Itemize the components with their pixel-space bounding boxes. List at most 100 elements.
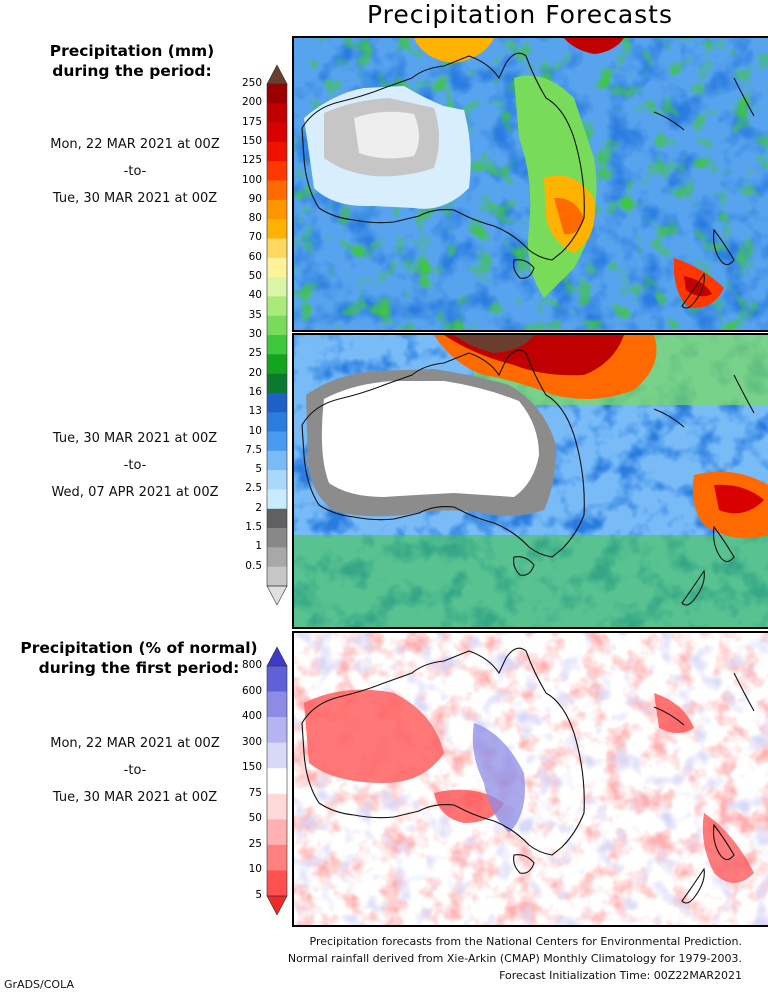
colorbar-block — [267, 489, 287, 510]
period3-sep: -to- — [123, 763, 147, 778]
colorbar-block — [267, 141, 287, 162]
colorbar-cap-top — [266, 646, 288, 667]
period1-label: Mon, 22 MAR 2021 at 00Z -to- Tue, 30 MAR… — [20, 131, 250, 212]
colorbar-tick-label: 1.5 — [245, 521, 262, 534]
colorbar-tick-label: 60 — [248, 250, 262, 263]
forecast-panel-period1 — [292, 36, 768, 332]
colorbar-tick-label: 800 — [241, 659, 262, 671]
footer-notes: Precipitation forecasts from the Nationa… — [288, 933, 742, 984]
colorbar-block — [267, 547, 287, 567]
colorbar-tick-label: 0.5 — [245, 559, 262, 572]
colorbar-tick-label: 20 — [248, 366, 262, 379]
colorbar-block — [267, 257, 287, 278]
period3-label: Mon, 22 MAR 2021 at 00Z -to- Tue, 30 MAR… — [20, 730, 250, 811]
period1-start: Mon, 22 MAR 2021 at 00Z — [50, 137, 220, 152]
period3-start: Mon, 22 MAR 2021 at 00Z — [50, 736, 220, 751]
colorbar-block — [267, 768, 287, 795]
percent-normal-map — [294, 633, 768, 925]
colorbar-tick-label: 90 — [248, 192, 262, 205]
colorbar-tick-label: 35 — [248, 308, 262, 321]
colorbar-block — [267, 819, 287, 846]
colorbar-tick-label: 16 — [248, 385, 262, 398]
colorbar-block — [267, 277, 287, 297]
colorbar-tick-label: 100 — [241, 173, 262, 186]
colorbar-tick-label: 10 — [248, 424, 262, 437]
colorbar-tick-label: 300 — [241, 735, 262, 748]
colorbar-block — [267, 219, 287, 239]
colorbar-tick-label: 25 — [248, 837, 262, 850]
colorbar-block — [267, 528, 287, 548]
colorbar-tick-label: 2 — [255, 501, 262, 514]
period1-end: Tue, 30 MAR 2021 at 00Z — [52, 191, 218, 206]
amount-legend-header: Precipitation (mm) during the period: — [49, 42, 215, 80]
colorbar-tick-label: 2.5 — [245, 482, 262, 495]
colorbar-tick-label: 5 — [255, 463, 262, 476]
period2-start: Tue, 30 MAR 2021 at 00Z — [52, 431, 218, 446]
colorbar-block — [267, 161, 287, 181]
colorbar-block — [267, 373, 287, 394]
colorbar-tick-label: 150 — [241, 134, 262, 147]
colorbar-tick-label: 5 — [255, 889, 262, 901]
colorbar-block — [267, 431, 287, 452]
colorbar-block — [267, 296, 287, 316]
period2-sep: -to- — [123, 458, 147, 473]
colorbar-tick-label: 600 — [241, 684, 262, 697]
colorbar-block — [267, 180, 287, 201]
colorbar-tick-label: 13 — [248, 405, 262, 418]
forecast-panel-period2 — [292, 333, 768, 629]
colorbar-block — [267, 84, 287, 104]
colorbar-block — [267, 354, 287, 374]
colorbar-block — [267, 566, 287, 587]
colorbar-tick-label: 30 — [248, 328, 262, 340]
period2-label: Tue, 30 MAR 2021 at 00Z -to- Wed, 07 APR… — [20, 425, 250, 506]
colorbar-tick-label: 125 — [241, 154, 262, 167]
period3-end: Tue, 30 MAR 2021 at 00Z — [52, 790, 218, 805]
colorbar-tick-label: 7.5 — [245, 443, 262, 456]
colorbar-block — [267, 238, 287, 259]
colorbar-block — [267, 691, 287, 718]
percent-normal-panel — [292, 631, 768, 927]
colorbar-block — [267, 742, 287, 769]
colorbar-tick-label: 40 — [248, 289, 262, 302]
colorbar-tick-label: 1 — [255, 540, 262, 553]
colorbar-cap-bottom — [266, 585, 288, 606]
precip-map-period2 — [294, 335, 768, 627]
colorbar-tick-label: 400 — [241, 710, 262, 723]
colorbar-tick-label: 70 — [248, 231, 262, 244]
colorbar-block — [267, 315, 287, 336]
colorbar-block — [267, 122, 287, 143]
colorbar-block — [267, 335, 287, 355]
colorbar-tick-label: 175 — [241, 115, 262, 128]
footer-line3: Forecast Initialization Time: 00Z22MAR20… — [499, 969, 742, 982]
period1-sep: -to- — [123, 164, 147, 179]
colorbar-cap-bottom — [266, 895, 288, 916]
amount-colorbar-ticks: 250 200 175 150 125 100 90 80 70 60 50 40 35 30 25 20 16… — [234, 64, 262, 606]
credit-label: GrADS/COLA — [4, 978, 74, 991]
colorbar-block — [267, 793, 287, 820]
colorbar-block — [267, 717, 287, 743]
footer-line2: Normal rainfall derived from Xie-Arkin (… — [287, 952, 742, 965]
colorbar-tick-label: 50 — [248, 812, 262, 825]
percent-legend-header: Precipitation (% of normal) during the f… — [20, 639, 258, 677]
colorbar-block — [267, 508, 287, 529]
colorbar-tick-label: 25 — [248, 347, 262, 360]
colorbar-tick-label: 10 — [248, 863, 262, 876]
colorbar-tick-label: 200 — [241, 96, 262, 109]
colorbar-block — [267, 199, 287, 220]
colorbar-block — [267, 103, 287, 123]
colorbar-cap-top — [266, 64, 288, 85]
colorbar-block — [267, 392, 287, 413]
colorbar-tick-label: 75 — [248, 786, 262, 799]
colorbar-tick-label: 50 — [248, 270, 262, 283]
colorbar-block — [267, 844, 287, 871]
colorbar-tick-label: 80 — [248, 212, 262, 225]
colorbar-tick-label: 250 — [241, 77, 262, 89]
colorbar-block — [267, 870, 287, 897]
period2-end: Wed, 07 APR 2021 at 00Z — [51, 485, 219, 500]
percent-colorbar-ticks: 800 600 400 300 150 75 50 25 10 5 — [234, 646, 262, 916]
percent-colorbar — [266, 646, 288, 916]
colorbar-tick-label: 150 — [241, 761, 262, 774]
amount-colorbar — [266, 64, 288, 606]
footer-line1: Precipitation forecasts from the Nationa… — [309, 935, 743, 948]
colorbar-block — [267, 450, 287, 471]
